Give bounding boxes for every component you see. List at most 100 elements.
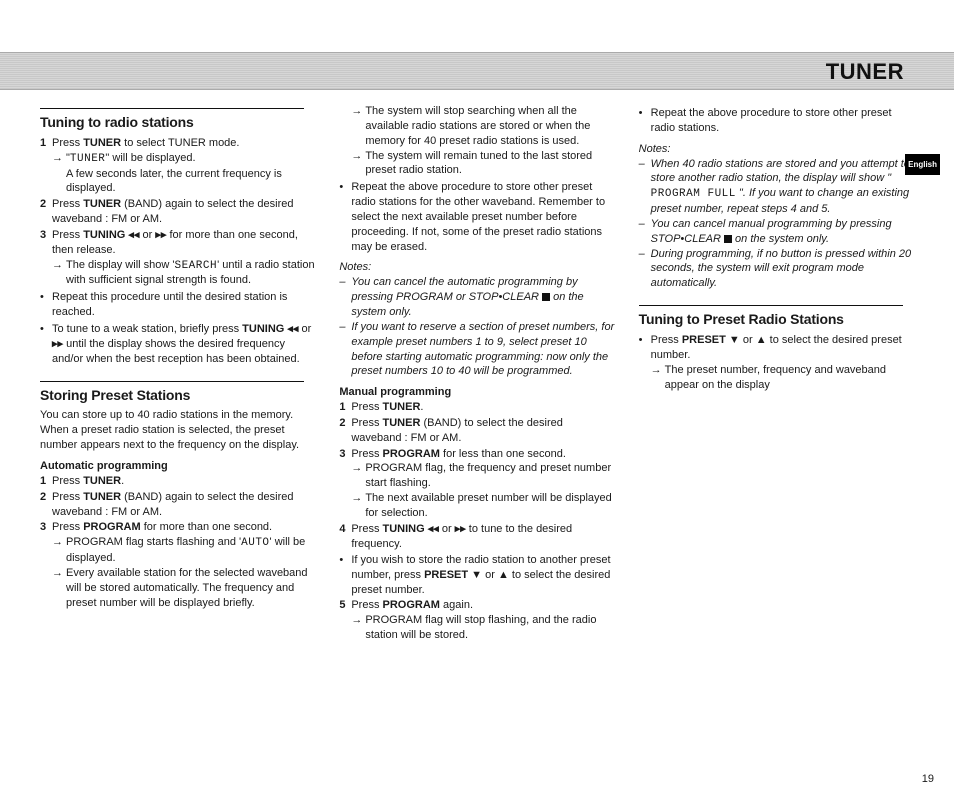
step: 5 Press PROGRAM again. →PROGRAM flag wil… — [339, 598, 614, 643]
bold: TUNING ◂◂ — [83, 229, 139, 241]
text: or — [439, 523, 455, 535]
text: . — [121, 475, 124, 487]
step: 3 Press PROGRAM for more than one second… — [40, 520, 315, 610]
bold: PROGRAM — [383, 599, 440, 611]
step: 1 Press TUNER to select TUNER mode. →"TU… — [40, 136, 315, 196]
notes-heading: Notes: — [639, 142, 914, 157]
bold: TUNER — [83, 137, 121, 149]
text: Press — [351, 599, 382, 611]
bullet: •Repeat the above procedure to store oth… — [639, 106, 914, 136]
text: Press — [351, 523, 382, 535]
bold: ▸▸ — [455, 523, 466, 535]
stop-icon — [542, 293, 550, 301]
bullet: • Press PRESET ▼ or ▲ to select the desi… — [639, 333, 914, 392]
text: Press — [351, 401, 382, 413]
bold: ▲ — [756, 334, 767, 346]
text: or — [740, 334, 756, 346]
text: or — [298, 323, 311, 335]
text: Repeat the above procedure to store othe… — [651, 106, 914, 136]
auto-steps: 1Press TUNER. 2Press TUNER (BAND) again … — [40, 474, 315, 611]
step: 2Press TUNER (BAND) again to select the … — [40, 490, 315, 520]
step: 3 Press TUNING ◂◂ or ▸▸ for more than on… — [40, 228, 315, 288]
text: To tune to a weak station, briefly press — [52, 323, 242, 335]
manual-steps-cont: 5 Press PROGRAM again. →PROGRAM flag wil… — [339, 598, 614, 643]
bullet: • To tune to a weak station, briefly pre… — [40, 322, 315, 367]
column-3: •Repeat the above procedure to store oth… — [639, 104, 914, 644]
section-intro: You can store up to 40 radio stations in… — [40, 408, 315, 453]
result-text: The system will remain tuned to the last… — [365, 149, 614, 179]
text: . — [420, 401, 423, 413]
page-header-title: TUNER — [826, 53, 904, 91]
section-title-tuning: Tuning to radio stations — [40, 113, 315, 132]
step: 2Press TUNER (BAND) to select the desire… — [339, 416, 614, 446]
text: During programming, if no button is pres… — [651, 247, 914, 292]
step: 4Press TUNING ◂◂ or ▸▸ to tune to the de… — [339, 522, 614, 552]
text: to select TUNER mode. — [121, 137, 239, 149]
bold: TUNING ◂◂ — [242, 323, 298, 335]
text: When 40 radio stations are stored and yo… — [651, 158, 910, 185]
result-text: Every available station for the selected… — [66, 566, 315, 611]
bold: ▸▸ — [155, 229, 166, 241]
subheading-auto: Automatic programming — [40, 459, 315, 474]
text: until the display shows the desired freq… — [52, 338, 300, 365]
bullets: •Repeat the above procedure to store oth… — [339, 180, 614, 254]
notes-heading: Notes: — [339, 260, 614, 275]
bold: PRESET ▼ — [682, 334, 740, 346]
section-rule — [40, 108, 304, 109]
section-rule — [639, 305, 903, 306]
bullets: • Press PRESET ▼ or ▲ to select the desi… — [639, 333, 914, 392]
text: on the system only. — [732, 233, 829, 245]
note: –If you want to reserve a section of pre… — [339, 320, 614, 379]
bold: ▸▸ — [52, 338, 63, 350]
language-tab: English — [905, 154, 940, 175]
stop-icon — [724, 235, 732, 243]
lcd-text: PROGRAM FULL — [651, 188, 736, 200]
text: Repeat this procedure until the desired … — [52, 290, 315, 320]
section-title-storing: Storing Preset Stations — [40, 386, 315, 405]
bold: TUNER — [383, 417, 421, 429]
text: for more than one second. — [141, 521, 272, 533]
bold: PROGRAM — [383, 448, 440, 460]
section-rule — [40, 381, 304, 382]
note: –You can cancel manual programming by pr… — [639, 217, 914, 247]
bold: TUNER — [83, 475, 121, 487]
result-text: PROGRAM flag, the frequency and preset n… — [365, 461, 614, 491]
result-text: The preset number, frequency and waveban… — [665, 363, 914, 393]
result-text: The next available preset number will be… — [365, 491, 614, 521]
text: Press — [52, 137, 83, 149]
step: 2 Press TUNER (BAND) again to select the… — [40, 197, 315, 227]
bold: ▲ — [498, 569, 509, 581]
result-text: PROGRAM flag starts flashing and 'AUTO' … — [66, 535, 315, 566]
text: or — [139, 229, 155, 241]
text: Press — [351, 417, 382, 429]
result-text: "TUNER" will be displayed.A few seconds … — [66, 151, 315, 197]
bold: TUNER — [83, 491, 121, 503]
bullets: •Repeat the above procedure to store oth… — [639, 106, 914, 136]
bold: TUNING ◂◂ — [383, 523, 439, 535]
bullet: •Repeat the above procedure to store oth… — [339, 180, 614, 254]
section-title-preset-tuning: Tuning to Preset Radio Stations — [639, 310, 914, 329]
result-text: The display will show 'SEARCH' until a r… — [66, 258, 315, 289]
bullet: •Repeat this procedure until the desired… — [40, 290, 315, 320]
step: 1Press TUNER. — [40, 474, 315, 489]
bold: TUNER — [383, 401, 421, 413]
text: again. — [440, 599, 473, 611]
text: for less than one second. — [440, 448, 566, 460]
tuning-steps: 1 Press TUNER to select TUNER mode. →"TU… — [40, 136, 315, 288]
bullet: • If you wish to store the radio station… — [339, 553, 614, 598]
text: Press — [52, 521, 83, 533]
text: Press — [52, 491, 83, 503]
step: 3 Press PROGRAM for less than one second… — [339, 447, 614, 521]
bullets: • If you wish to store the radio station… — [339, 553, 614, 598]
subheading-manual: Manual programming — [339, 385, 614, 400]
note: –When 40 radio stations are stored and y… — [639, 157, 914, 217]
manual-steps: 1Press TUNER. 2Press TUNER (BAND) to sel… — [339, 400, 614, 551]
text: or — [482, 569, 498, 581]
result-text: The system will stop searching when all … — [365, 104, 614, 149]
text: Press — [351, 448, 382, 460]
bold: TUNER — [83, 198, 121, 210]
tuning-bullets: •Repeat this procedure until the desired… — [40, 290, 315, 366]
bold: PROGRAM — [83, 521, 140, 533]
text: Press — [52, 198, 83, 210]
bold: PRESET ▼ — [424, 569, 482, 581]
